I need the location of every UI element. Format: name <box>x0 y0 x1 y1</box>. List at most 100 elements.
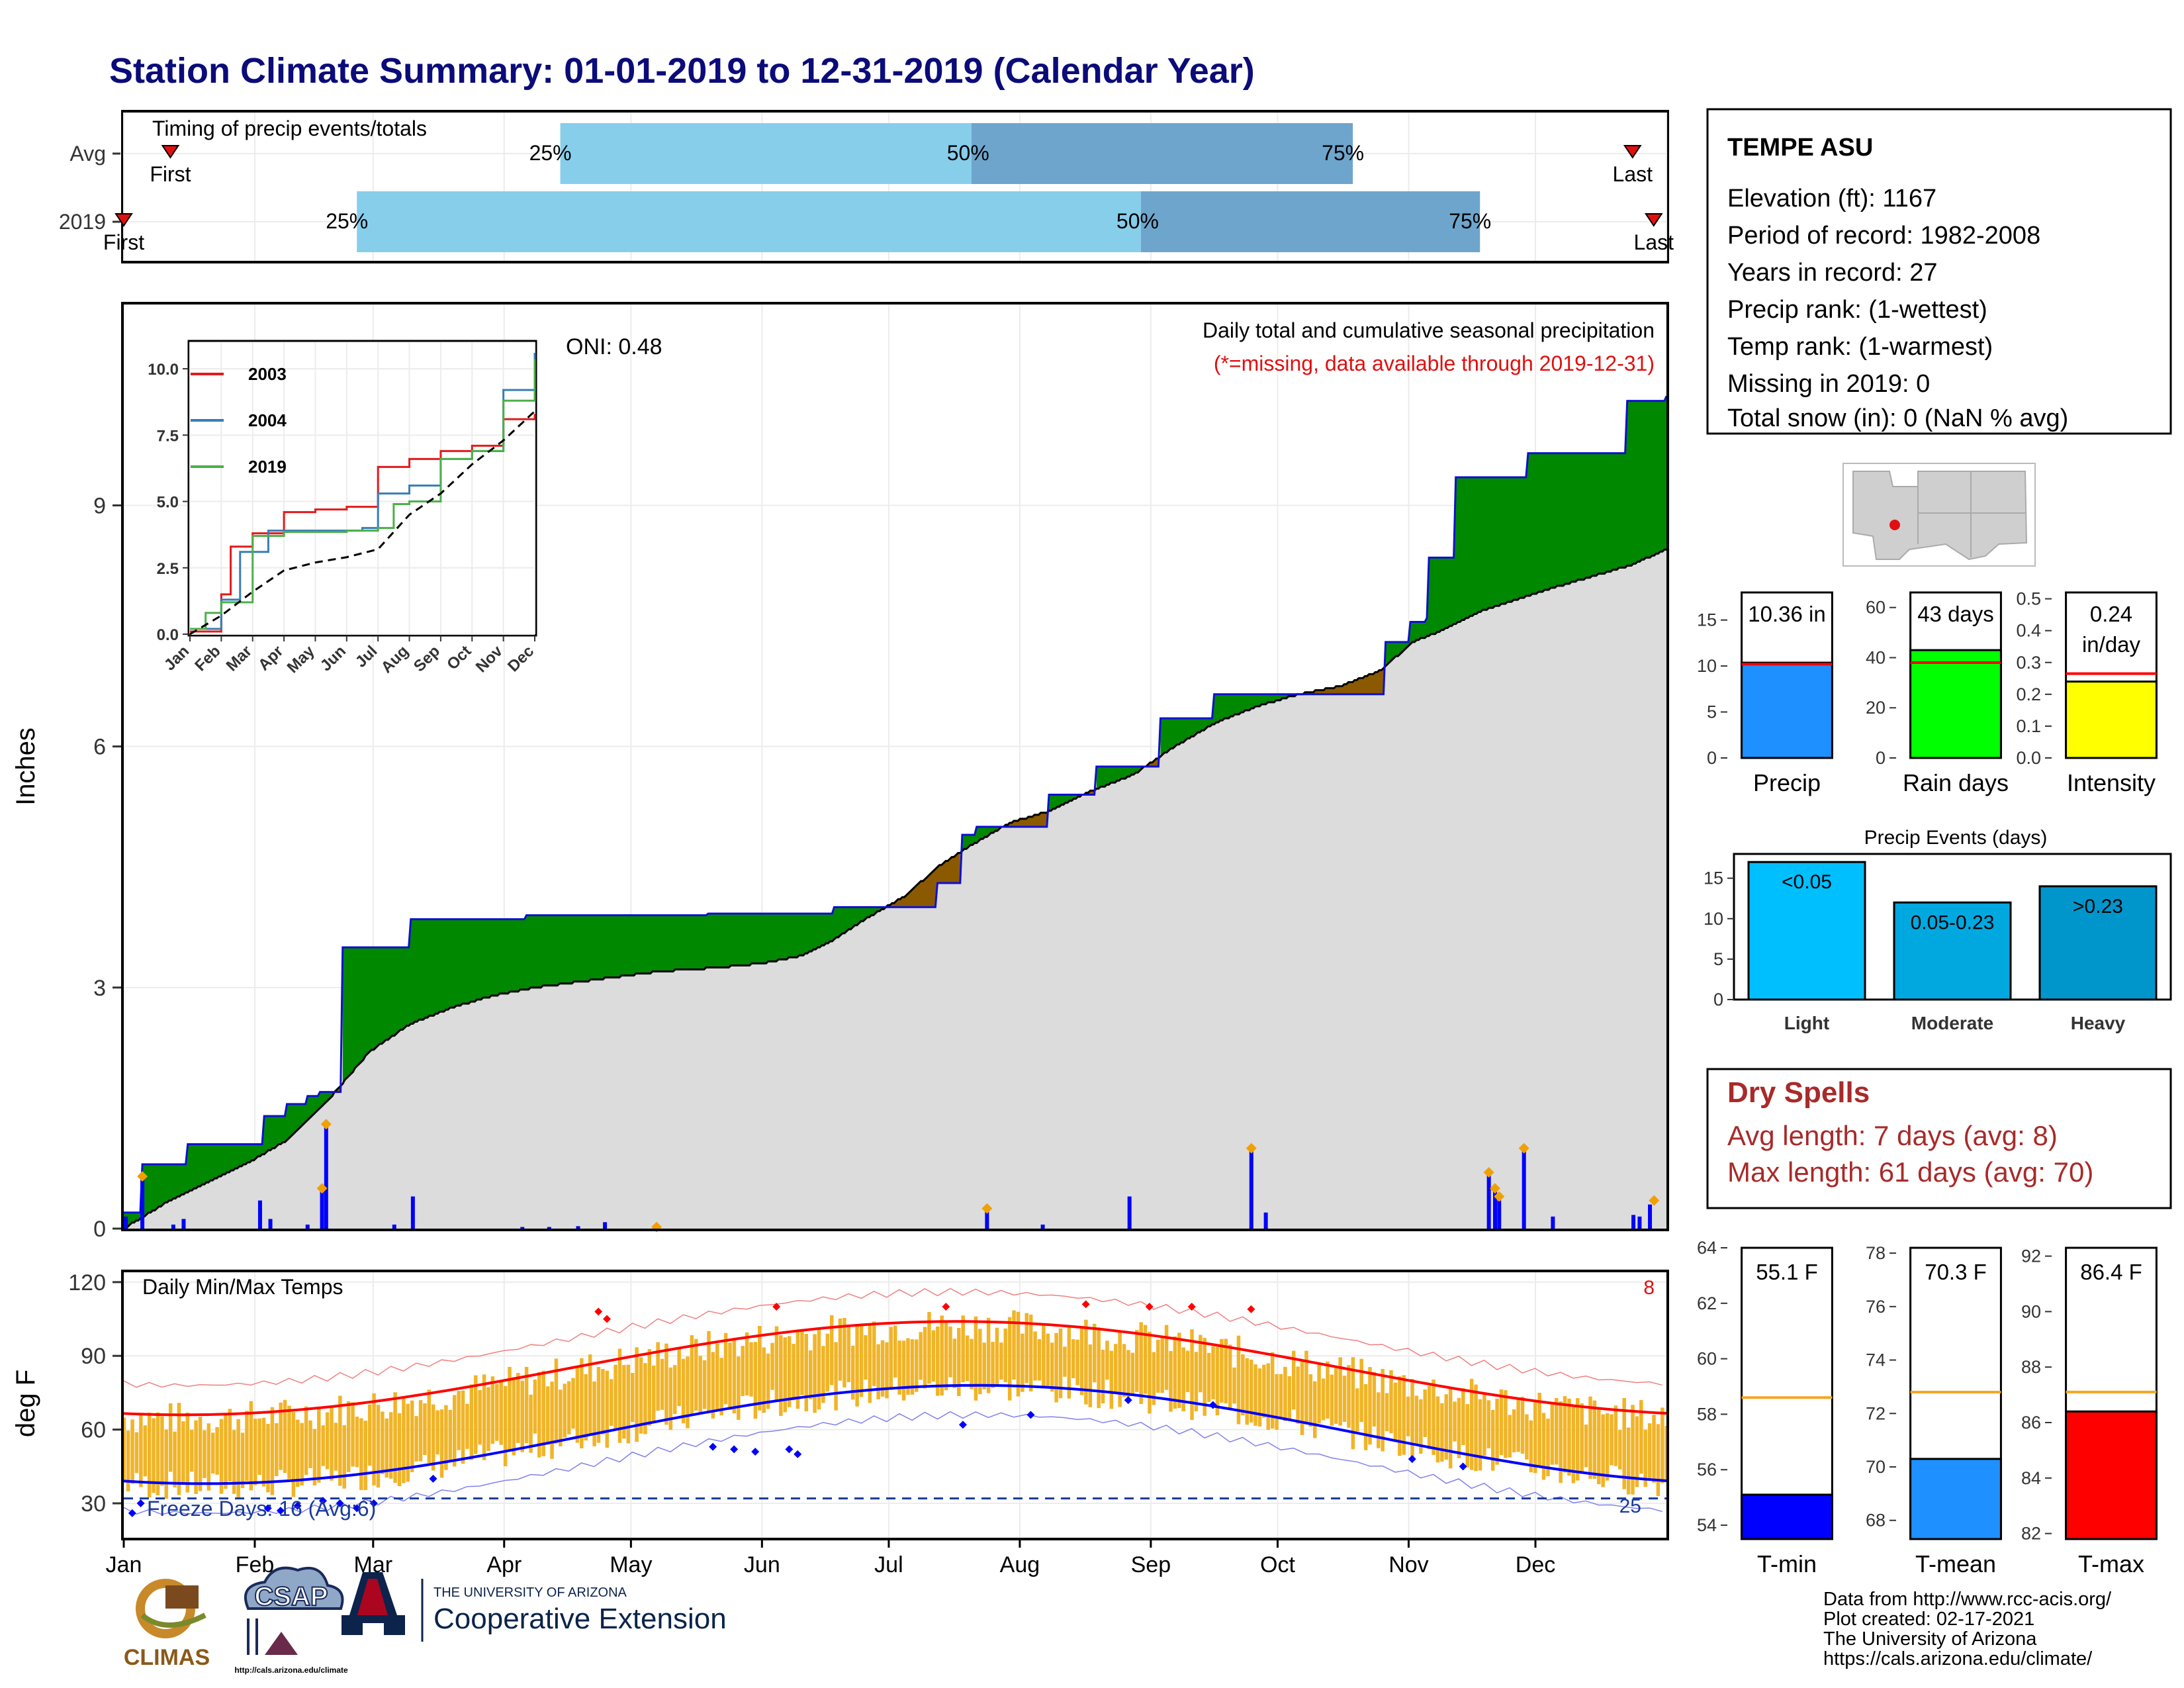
daily-temp-bar <box>1118 1331 1122 1407</box>
record-high-marker <box>772 1302 781 1311</box>
daily-temp-bar <box>588 1354 592 1436</box>
record-precip-marker <box>320 1119 332 1130</box>
below-average-area <box>887 853 960 908</box>
daily-temp-bar <box>1300 1359 1304 1435</box>
events-category-label: Moderate <box>1911 1013 1993 1033</box>
daily-temp-bar <box>596 1366 601 1443</box>
daily-precip-bar <box>268 1219 273 1229</box>
daily-temp-bar <box>1592 1400 1597 1479</box>
daily-temp-bar <box>376 1405 381 1488</box>
summary-rain-days-tick-label: 40 <box>1866 647 1886 667</box>
summary-tmin-frame <box>1741 1246 1833 1540</box>
below-average-area <box>1086 790 1095 795</box>
daily-precip-bar <box>1263 1212 1268 1229</box>
daily-temp-bar <box>122 1417 126 1482</box>
summary-intensity-value-label: 0.24 <box>2090 602 2132 626</box>
daily-temp-bar <box>1656 1424 1661 1496</box>
daily-temp-bar <box>461 1390 465 1464</box>
daily-temp-bar <box>864 1335 868 1380</box>
daily-temp-bar <box>1109 1350 1114 1409</box>
daily-temp-bar <box>1588 1396 1592 1479</box>
daily-temp-bar <box>385 1418 389 1478</box>
daily-temp-bar <box>431 1404 435 1471</box>
summary-tmin-value-label: 55.1 F <box>1756 1260 1818 1284</box>
daily-temp-bar <box>567 1381 571 1434</box>
daily-precip-bar <box>520 1227 525 1229</box>
first-event-label: First <box>103 230 144 254</box>
record-high-marker <box>594 1307 603 1316</box>
daily-temp-bar <box>1101 1349 1105 1404</box>
daily-temp-bar <box>1490 1409 1495 1471</box>
daily-temp-bar <box>622 1364 626 1439</box>
daily-temp-bar <box>723 1333 728 1405</box>
daily-temp-bar <box>469 1384 474 1460</box>
daily-temp-bar <box>1312 1381 1317 1438</box>
daily-temp-bar <box>300 1423 304 1486</box>
daily-temp-bar <box>147 1413 152 1498</box>
daily-temp-bar <box>1071 1339 1075 1379</box>
daily-temp-bar <box>889 1327 893 1390</box>
daily-temp-bar <box>346 1401 351 1472</box>
last-event-marker <box>1644 213 1663 227</box>
cold-days-count: 25 <box>1619 1495 1641 1517</box>
station-years: Years in record: 27 <box>1727 259 1938 287</box>
daily-precip-bar <box>1551 1216 1555 1229</box>
daily-temp-bar <box>490 1376 495 1444</box>
timing-q50-label: 50% <box>1116 209 1159 233</box>
dry-spells-title: Dry Spells <box>1727 1076 1870 1109</box>
summary-intensity-bar <box>2065 680 2158 759</box>
record-precip-marker <box>981 1203 993 1214</box>
daily-temp-bar <box>1465 1404 1470 1468</box>
month-label: Nov <box>1388 1552 1428 1577</box>
daily-temp-bar <box>1126 1350 1130 1397</box>
daily-temp-bar <box>1355 1388 1359 1432</box>
daily-temp-bar <box>677 1348 681 1407</box>
footer-data-source: Data from http://www.rcc-acis.org/ <box>1823 1589 2112 1610</box>
daily-temp-bar <box>168 1403 173 1472</box>
daily-temp-bar <box>1075 1339 1079 1385</box>
daily-temp-bar <box>796 1332 800 1409</box>
daily-temp-bar <box>1330 1374 1334 1426</box>
daily-temp-bar <box>961 1315 965 1383</box>
daily-temp-bar <box>1342 1376 1347 1423</box>
daily-temp-bar <box>388 1412 393 1479</box>
daily-temp-bar <box>940 1315 944 1396</box>
daily-temp-bar <box>927 1311 931 1384</box>
daily-temp-bar <box>1414 1395 1419 1444</box>
daily-temp-bar <box>1177 1333 1181 1409</box>
daily-temp-bar <box>686 1356 690 1429</box>
daily-temp-bar <box>855 1325 859 1407</box>
daily-temp-bar <box>414 1416 418 1462</box>
daily-temp-bar <box>630 1373 635 1423</box>
daily-temp-bar <box>1635 1416 1639 1487</box>
summary-tmean-x-label: T-mean <box>1915 1550 1996 1577</box>
summary-tmean-bar <box>1909 1458 2002 1540</box>
daily-temp-bar <box>580 1358 584 1448</box>
daily-temp-bar <box>1266 1363 1271 1430</box>
daily-temp-bar <box>152 1418 156 1493</box>
summary-tmax-bar <box>2065 1410 2158 1540</box>
first-event-marker <box>161 145 180 159</box>
daily-temp-bar <box>1626 1427 1631 1495</box>
summary-tmean-tick-label: 70 <box>1866 1457 1886 1477</box>
record-low-marker <box>429 1474 437 1483</box>
daily-temp-bar <box>1148 1331 1152 1414</box>
daily-precip-bar <box>985 1208 989 1229</box>
record-low-marker <box>1124 1396 1132 1405</box>
daily-temp-bar <box>1427 1385 1432 1450</box>
summary-tmin-x-label: T-min <box>1757 1550 1817 1577</box>
below-average-area <box>1304 668 1384 694</box>
last-event-marker <box>1623 145 1642 159</box>
daily-temp-bar <box>1321 1378 1326 1421</box>
daily-temp-bar <box>1241 1354 1245 1416</box>
daily-temp-bar <box>219 1419 224 1494</box>
daily-temp-bar <box>626 1364 631 1444</box>
university-of-arizona-logo: THE UNIVERSITY OF ARIZONA Cooperative Ex… <box>341 1572 727 1642</box>
summary-rain-days-tick-label: 20 <box>1866 698 1886 718</box>
month-label: Aug <box>1000 1552 1040 1577</box>
last-event-label: Last <box>1634 230 1674 254</box>
daily-temp-bar <box>406 1403 410 1482</box>
precip-y-axis-label: Inches <box>11 727 40 806</box>
daily-temp-bar <box>287 1405 291 1479</box>
